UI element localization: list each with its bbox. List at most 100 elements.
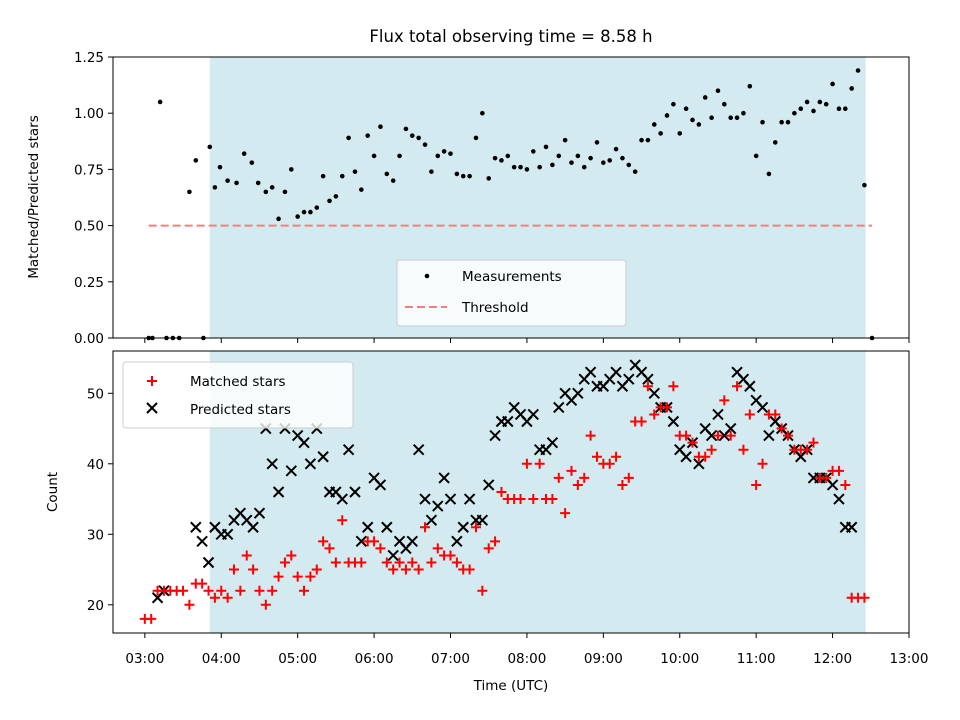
predicted-point (476, 514, 489, 526)
matched-point (547, 494, 558, 505)
measurement-point (378, 124, 383, 129)
measurement-point (234, 180, 239, 186)
chart-title: Flux total observing time = 8.58 h (369, 27, 652, 46)
bottom-y-axis-label: Count (45, 472, 61, 512)
matched-point (305, 571, 316, 582)
matched-point (572, 479, 583, 490)
bottom-panel: 20 30 40 50 03:00 04:00 05:00 06:00 07:00 08:00 0… (45, 351, 928, 694)
measurement-point (658, 131, 663, 136)
measurement-point (193, 158, 199, 163)
measurement-point (276, 216, 281, 222)
matched-point (585, 430, 596, 441)
predicted-point (724, 422, 737, 435)
matched-point (591, 451, 602, 462)
measurement-point (492, 155, 498, 161)
matched-point (490, 536, 501, 547)
matched-point (400, 564, 411, 575)
matched-point (216, 585, 227, 596)
measurement-point (562, 137, 568, 143)
matched-point (222, 592, 233, 603)
measurement-point (683, 106, 689, 112)
matched-point (324, 543, 335, 554)
measurement-point (339, 173, 345, 179)
measurement-point (409, 133, 415, 138)
measurement-point (333, 194, 339, 199)
bottom-legend-box (122, 361, 354, 429)
bottom-panel-frame (112, 350, 910, 634)
measurement-point (327, 198, 332, 204)
predicted-point (756, 401, 769, 414)
matched-point (477, 585, 488, 596)
bottom-y-tick-label: 30 (87, 527, 104, 543)
x-tick-label: 05:00 (278, 651, 317, 667)
predicted-point (349, 486, 361, 498)
measurement-point (753, 153, 759, 159)
predicted-point (253, 507, 266, 519)
measurement-point (792, 110, 797, 116)
predicted-point (693, 458, 705, 470)
predicted-point (763, 429, 775, 442)
matched-point (725, 430, 736, 441)
measurement-point (441, 149, 447, 154)
matched-point (776, 423, 787, 434)
predicted-point (667, 415, 680, 428)
measurement-point (715, 88, 721, 94)
predicted-point (648, 387, 660, 400)
measurement-point (365, 133, 371, 138)
predicted-point (419, 493, 431, 505)
matched-point (292, 571, 303, 582)
matched-point (579, 472, 590, 483)
matched-point (432, 543, 443, 554)
bottom-y-tick-label: 20 (87, 598, 104, 614)
measurement-point (785, 119, 791, 125)
measurement-point (632, 169, 638, 174)
measurement-point (537, 164, 542, 170)
measurement-point (594, 140, 600, 145)
matched-point (254, 585, 265, 596)
measurement-point (207, 144, 213, 150)
measurement-point (269, 185, 275, 190)
measurement-point (862, 182, 867, 188)
matched-point (445, 550, 456, 561)
matched-point (687, 437, 698, 448)
matched-point (496, 487, 507, 497)
measurement-point (817, 99, 823, 105)
top-y-tick-label: 0.75 (74, 162, 104, 178)
predicted-point (845, 521, 858, 533)
measurement-point (690, 117, 695, 123)
bottom-legend: Matched stars Predicted stars (122, 361, 354, 429)
predicted-point (610, 366, 622, 378)
measurement-point (397, 153, 402, 159)
predicted-point (374, 479, 387, 491)
predicted-point (680, 451, 692, 463)
predicted-point (546, 436, 559, 449)
measurement-point (823, 101, 829, 107)
top-legend-box (396, 259, 627, 327)
matched-point (732, 381, 743, 392)
measurement-point (588, 155, 593, 161)
matched-point (241, 550, 252, 561)
matched-point (228, 564, 239, 575)
predicted-point (196, 535, 208, 548)
matched-point (770, 409, 781, 420)
measurement-point (601, 160, 606, 165)
x-tick-label: 04:00 (202, 651, 241, 667)
predicted-point (463, 493, 476, 505)
measurement-point (779, 119, 784, 125)
matched-point (381, 557, 392, 568)
matched-point (451, 557, 462, 568)
matched-point (712, 430, 723, 441)
measurement-point (556, 153, 562, 159)
measurement-point (359, 187, 364, 192)
measurement-point (241, 151, 247, 156)
legend-matched-label: Matched stars (190, 374, 286, 390)
measurement-point (569, 160, 574, 165)
matched-point (833, 465, 844, 476)
x-tick-label: 11:00 (737, 651, 776, 667)
matched-point (566, 465, 577, 476)
predicted-point (744, 380, 756, 392)
measurement-point (486, 176, 492, 181)
x-tick-label: 06:00 (355, 651, 394, 667)
measurement-point (613, 146, 619, 152)
measurement-point (289, 167, 294, 172)
